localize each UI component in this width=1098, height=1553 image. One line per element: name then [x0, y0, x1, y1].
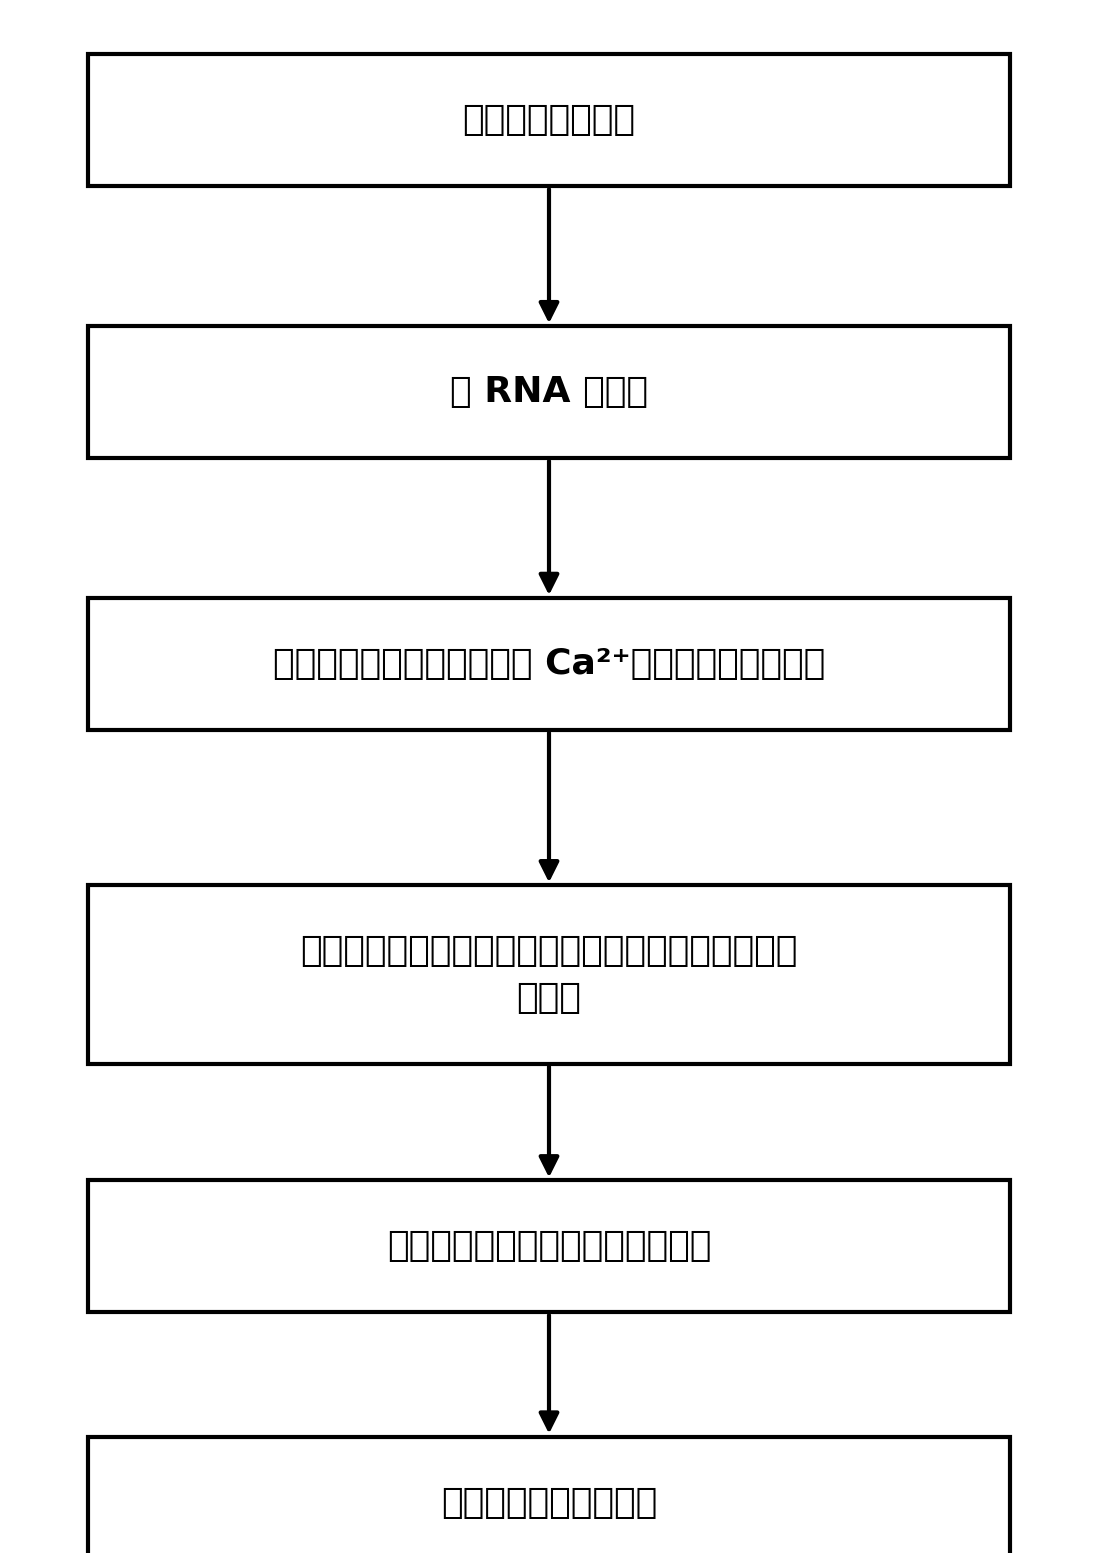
Text: 转基因植物的获得（拟南芥转化）: 转基因植物的获得（拟南芥转化） [386, 1230, 712, 1263]
Bar [88, 598, 1010, 730]
Bar [88, 326, 1010, 458]
Bar [88, 1437, 1010, 1553]
Text: 总 RNA 的提取: 总 RNA 的提取 [450, 376, 648, 408]
Bar [88, 1180, 1010, 1312]
Bar [88, 54, 1010, 186]
Text: 转录组序列鉴定分析，确定 Ca²⁺结合蛋白种类和数量: 转录组序列鉴定分析，确定 Ca²⁺结合蛋白种类和数量 [273, 648, 825, 680]
Text: 沙地柏钙营养及干旱信号感应基因的合成，表达载体
的构建: 沙地柏钙营养及干旱信号感应基因的合成，表达载体 的构建 [301, 933, 797, 1016]
Bar [88, 885, 1010, 1064]
Text: 转基因植物的表型验证: 转基因植物的表型验证 [441, 1486, 657, 1519]
Text: 沙地柏植物的培养: 沙地柏植物的培养 [462, 104, 636, 137]
